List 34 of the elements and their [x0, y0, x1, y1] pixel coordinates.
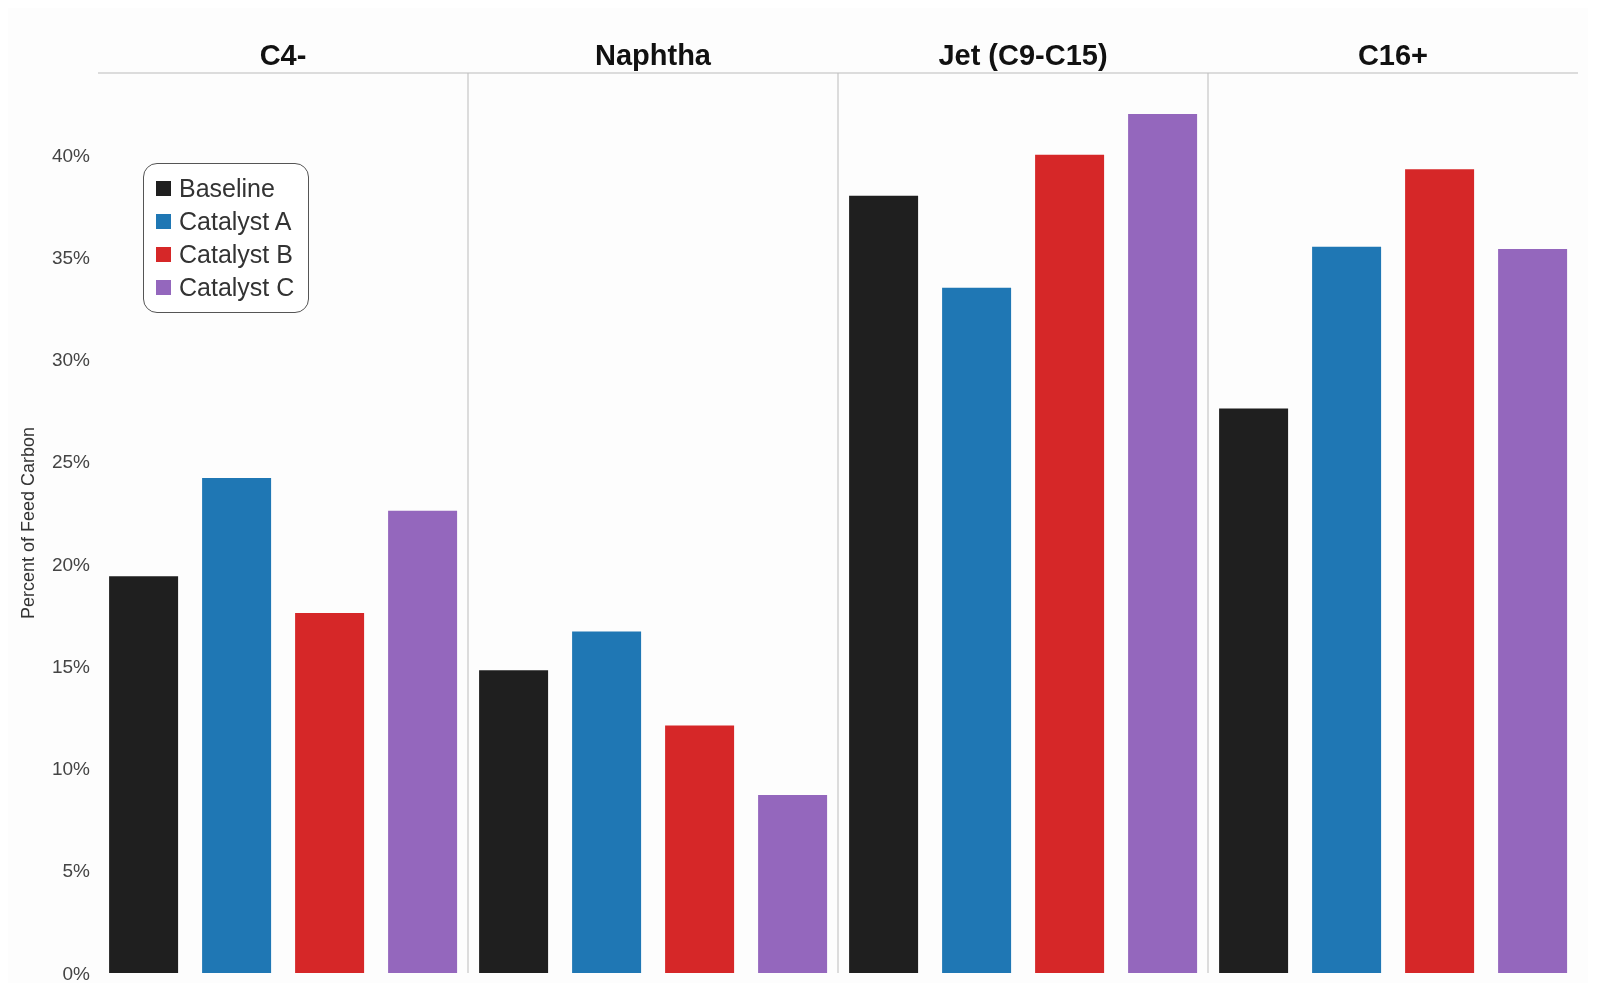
y-tick-label: 25%: [51, 451, 91, 473]
bar: [109, 576, 179, 973]
bar: [1405, 169, 1475, 973]
bar: [388, 510, 458, 973]
legend-label: Catalyst A: [179, 206, 292, 237]
bar: [1128, 113, 1198, 973]
x-tick-label: Jet (C9-C15): [938, 39, 1108, 71]
bar: [202, 478, 272, 973]
legend-label: Catalyst B: [179, 239, 293, 270]
y-axis-title: Percent of Feed Carbon: [18, 426, 39, 620]
bar: [758, 795, 828, 973]
bar: [665, 725, 735, 973]
y-tick-label: 15%: [51, 655, 91, 677]
legend-label: Baseline: [179, 173, 275, 204]
y-tick-label: 35%: [51, 246, 91, 268]
bar: [942, 287, 1012, 973]
bar: [1219, 408, 1289, 973]
bar: [572, 631, 642, 973]
bar: [295, 613, 365, 973]
y-tick-label: 20%: [51, 553, 91, 575]
bar: [849, 195, 919, 973]
y-tick-label: 30%: [51, 349, 91, 371]
bar: [1312, 246, 1382, 973]
y-tick-label: 0%: [62, 962, 91, 984]
bar: [1498, 248, 1568, 973]
y-tick-label: 40%: [51, 144, 91, 166]
y-tick-label: 10%: [51, 758, 91, 780]
bar: [1035, 154, 1105, 973]
bar: [479, 670, 549, 973]
y-tick-label: 5%: [62, 860, 91, 882]
x-tick-label: C16+: [1357, 39, 1429, 71]
x-tick-label: C4-: [259, 39, 307, 71]
x-tick-label: Naphtha: [595, 39, 712, 71]
legend-label: Catalyst C: [179, 272, 295, 303]
